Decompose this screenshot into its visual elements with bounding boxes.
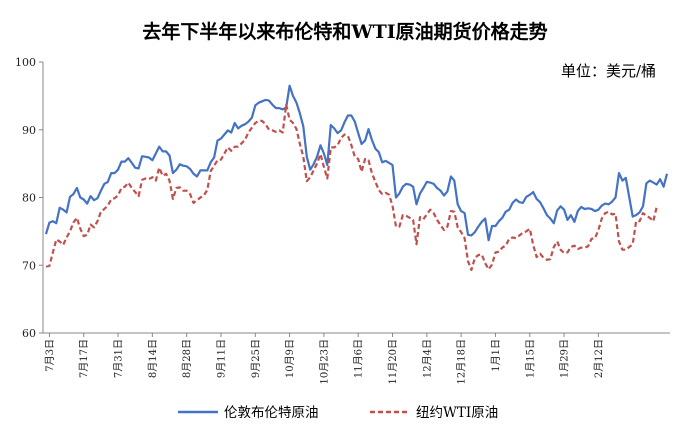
- y-ticks: 60 70 80 90 100: [15, 56, 43, 340]
- y-tick-label: 100: [15, 56, 36, 69]
- chart-title: 去年下半年以来布伦特和WTI原油期货价格走势: [142, 20, 547, 43]
- x-ticks: 7月3日 7月17日 7月31日 8月14日 8月28日 9月11日 9月25日 10月9日 1…: [44, 333, 605, 384]
- y-tick-label: 60: [22, 327, 36, 340]
- x-tick-label: 12月4日: [421, 339, 433, 378]
- x-tick-label: 1月29日: [559, 339, 571, 378]
- x-tick-label: 2月12日: [593, 339, 605, 378]
- x-tick-label: 11月20日: [387, 339, 399, 384]
- legend-label-2: 纽约WTI原油: [416, 405, 498, 421]
- x-tick-label: 8月28日: [181, 339, 193, 378]
- x-tick-label: 1月1日: [490, 339, 502, 372]
- legend: 伦敦布伦特原油 纽约WTI原油: [178, 405, 498, 421]
- x-tick-label: 9月25日: [250, 339, 262, 378]
- x-tick-label: 7月31日: [113, 339, 125, 378]
- series-line-1: [44, 84, 669, 242]
- series-layer: [44, 84, 669, 272]
- x-tick-label: 9月11日: [215, 339, 227, 378]
- x-tick-label: 12月18日: [456, 339, 468, 384]
- series-line-2: [45, 103, 658, 272]
- x-tick-label: 10月23日: [318, 339, 330, 384]
- x-tick-label: 11月6日: [353, 339, 365, 378]
- x-tick-label: 7月17日: [78, 339, 90, 378]
- y-tick-label: 80: [22, 192, 36, 205]
- y-tick-label: 90: [22, 124, 36, 137]
- legend-label-1: 伦敦布伦特原油: [224, 405, 319, 421]
- y-tick-label: 70: [22, 259, 36, 272]
- x-tick-label: 1月15日: [524, 339, 536, 378]
- x-tick-label: 8月14日: [147, 339, 159, 378]
- x-tick-label: 7月3日: [44, 339, 56, 372]
- x-tick-label: 10月9日: [284, 339, 296, 378]
- unit-label: 单位：美元/桶: [561, 62, 656, 80]
